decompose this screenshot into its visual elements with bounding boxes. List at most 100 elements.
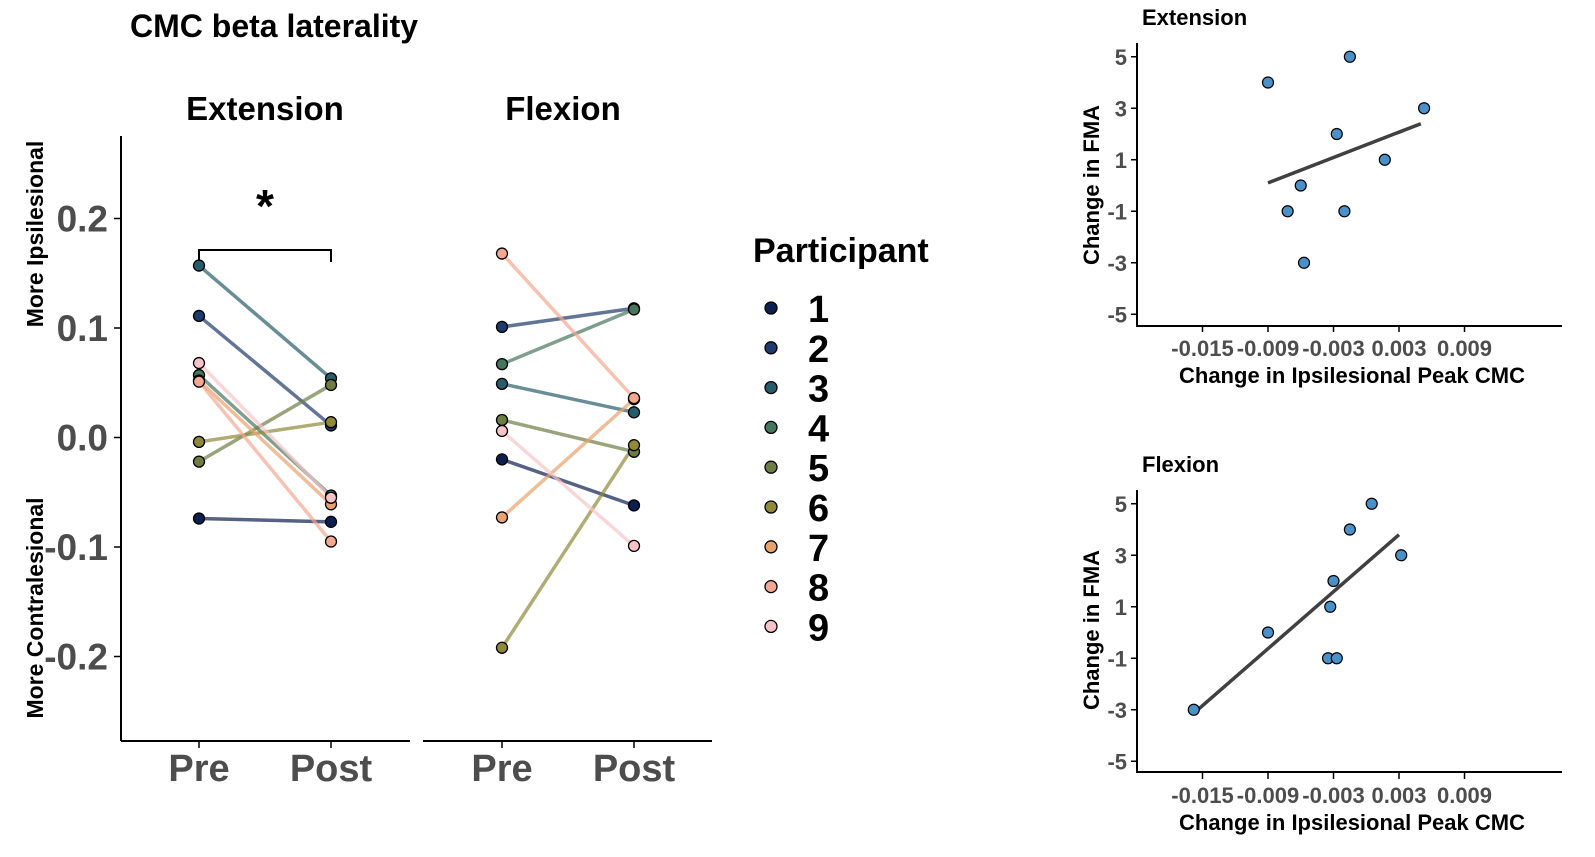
- legend-label: 6: [808, 488, 829, 530]
- participant-line: [500, 444, 636, 649]
- x-tick-label: -0.009: [1237, 336, 1299, 361]
- scatter-flexion: Flexion Change in FMA Change in Ipsilesi…: [1079, 452, 1562, 835]
- participant-point: [324, 491, 338, 504]
- legend-label: 8: [808, 568, 829, 610]
- scatter-point: [1343, 523, 1356, 536]
- x-tick-label: Pre: [471, 748, 532, 790]
- scatter-point: [1261, 76, 1275, 89]
- scatter-extension: Extension Change in FMA Change in Ipsile…: [1079, 5, 1562, 388]
- participant-point: [192, 455, 206, 468]
- y-tick-label: 0.0: [57, 418, 108, 459]
- y-tick-label: 3: [1115, 543, 1127, 568]
- legend-swatch: [764, 619, 778, 634]
- scatter-point: [1338, 205, 1351, 218]
- y-tick-label: 1: [1115, 595, 1127, 620]
- scatter-point: [1324, 600, 1337, 613]
- participant-line: [501, 382, 635, 415]
- participant-points: [192, 247, 641, 654]
- panel-title-extension: Extension: [186, 90, 344, 127]
- scatter-point: [1281, 205, 1294, 218]
- y-tick-label: -5: [1107, 302, 1127, 327]
- legend-label: 9: [808, 607, 829, 649]
- y-tick-label: 1: [1115, 148, 1127, 173]
- scatter-point: [1343, 50, 1356, 63]
- y-tick-label: -0.1: [44, 527, 108, 568]
- ylabel-bottom: More Contralesional: [22, 497, 48, 718]
- significance-star: *: [256, 180, 274, 232]
- legend-swatch: [764, 460, 778, 474]
- participant-point: [324, 515, 338, 528]
- scatter-point: [1395, 549, 1408, 562]
- x-tick-label: 0.003: [1371, 783, 1426, 808]
- x-tick-label: -0.015: [1171, 783, 1233, 808]
- legend-label: 1: [808, 289, 829, 331]
- legend-title: Participant: [753, 232, 929, 270]
- participant-line: [197, 379, 333, 506]
- x-tick-label: 0.009: [1437, 783, 1492, 808]
- x-tick-label: -0.003: [1302, 336, 1364, 361]
- participant-point: [324, 378, 338, 392]
- x-tick-label: Post: [290, 748, 373, 790]
- participant-line: [500, 429, 636, 548]
- panel-title-flexion: Flexion: [505, 90, 621, 127]
- legend-swatch: [764, 380, 778, 395]
- participant-point: [495, 413, 509, 427]
- legend-label: 2: [808, 329, 829, 371]
- x-ticks: Pre Post Pre Post: [168, 741, 676, 790]
- legend-swatch: [764, 420, 778, 435]
- participant-point: [627, 303, 641, 316]
- participant-lines: [197, 252, 636, 649]
- legend-swatch: [764, 579, 778, 594]
- participant-line: [197, 264, 333, 380]
- participant-point: [627, 406, 641, 419]
- legend-swatch: [764, 540, 778, 554]
- y-tick-label: -1: [1107, 199, 1127, 224]
- y-tick-label: 3: [1115, 96, 1127, 121]
- participant-line: [197, 314, 333, 427]
- scatter-point: [1330, 652, 1343, 665]
- participant-line: [197, 380, 333, 543]
- participant-point: [192, 435, 206, 449]
- y-tick-label: -1: [1107, 646, 1127, 671]
- participant-line: [501, 457, 635, 508]
- participant-point: [192, 375, 206, 388]
- scatter-point: [1378, 153, 1391, 166]
- participant-line: [198, 516, 332, 524]
- participant-point: [495, 641, 509, 654]
- scatter-point: [1297, 256, 1311, 269]
- significance-bracket: [198, 249, 332, 262]
- legend-label: 4: [808, 408, 829, 450]
- y-tick-label: -0.2: [44, 637, 108, 678]
- participant-point: [192, 259, 206, 272]
- scatter-xlabel: Change in Ipsilesional Peak CMC: [1179, 810, 1525, 835]
- y-tick-label: 5: [1115, 45, 1127, 70]
- y-ticks: 0.2 0.1 0.0 -0.1 -0.2: [44, 199, 121, 678]
- participant-point: [495, 453, 509, 466]
- participant-point: [495, 357, 509, 371]
- participant-line: [501, 306, 635, 329]
- participant-line: [500, 252, 636, 400]
- y-tick-label: 0.2: [57, 199, 108, 240]
- participant-point: [495, 511, 509, 524]
- participant-line: [198, 383, 332, 464]
- scatter-ylabel: Change in FMA: [1079, 105, 1104, 265]
- y-tick-label: 0.1: [57, 308, 108, 349]
- x-tick-label: Post: [593, 748, 676, 790]
- participant-line: [500, 397, 636, 519]
- fit-line: [1193, 533, 1401, 714]
- participant-point: [627, 391, 641, 405]
- participant-line: [501, 307, 635, 366]
- legend-swatch: [764, 341, 778, 355]
- scatter-point: [1261, 626, 1275, 639]
- participant-point: [324, 535, 338, 548]
- x-tick-label: -0.009: [1237, 783, 1299, 808]
- scatter-xlabel: Change in Ipsilesional Peak CMC: [1179, 363, 1525, 388]
- x-tick-label: 0.003: [1371, 336, 1426, 361]
- scatter-title: Extension: [1142, 5, 1247, 30]
- scatter-title: Flexion: [1142, 452, 1219, 477]
- legend-swatch: [764, 500, 778, 514]
- scatter-point: [1294, 179, 1307, 192]
- participant-point: [495, 424, 509, 438]
- x-tick-label: -0.015: [1171, 336, 1233, 361]
